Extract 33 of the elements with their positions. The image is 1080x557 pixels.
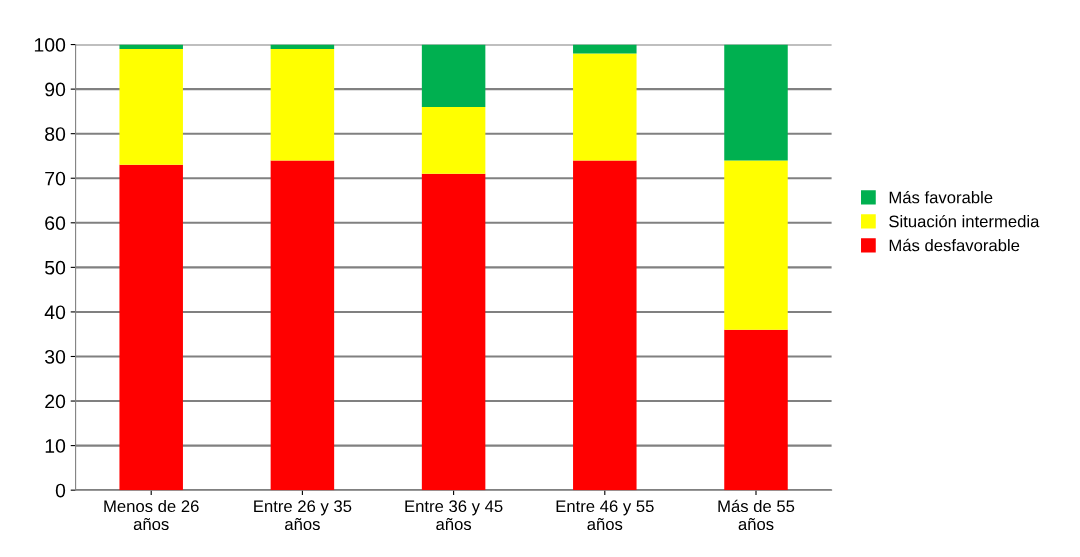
- bar: [421, 44, 486, 107]
- bar: [724, 160, 788, 330]
- x-tick-label: Entre 36 y 45 años: [405, 500, 503, 531]
- x-tick-label: Más de 55 años: [718, 499, 795, 531]
- bar: [724, 44, 788, 161]
- y-tick-label: 60: [45, 216, 66, 231]
- y-tick-label: 80: [45, 127, 66, 141]
- y-tick-label: 20: [45, 394, 66, 409]
- bar: [421, 173, 486, 491]
- y-tick-label: 10: [45, 439, 66, 453]
- y-tick-label: 0: [55, 483, 66, 498]
- y-tick-label: 50: [45, 260, 66, 275]
- legend-label: Más desfavorable: [889, 238, 1020, 252]
- legend-label: Situación intermedia: [889, 214, 1040, 228]
- y-tick-label: 90: [45, 82, 66, 97]
- y-tick-label: 40: [44, 305, 66, 320]
- y-tick-label: 100: [34, 38, 66, 52]
- y-tick-label: 30: [44, 349, 66, 364]
- bar: [119, 49, 183, 165]
- x-tick-label: Entre 26 y 35 años: [254, 500, 352, 531]
- legend-label: Más favorable: [889, 190, 993, 204]
- bar: [119, 44, 183, 50]
- bar: [573, 160, 637, 491]
- x-tick-label: Menos de 26 años: [104, 499, 199, 531]
- bar: [119, 164, 183, 491]
- bar: [421, 106, 486, 174]
- bar: [573, 44, 637, 54]
- bar: [270, 49, 335, 161]
- x-tick-label: Entre 46 y 55 años: [556, 500, 654, 531]
- y-tick-label: 70: [45, 171, 66, 186]
- bar: [270, 160, 335, 491]
- bar: [724, 329, 788, 491]
- bar: [573, 53, 637, 161]
